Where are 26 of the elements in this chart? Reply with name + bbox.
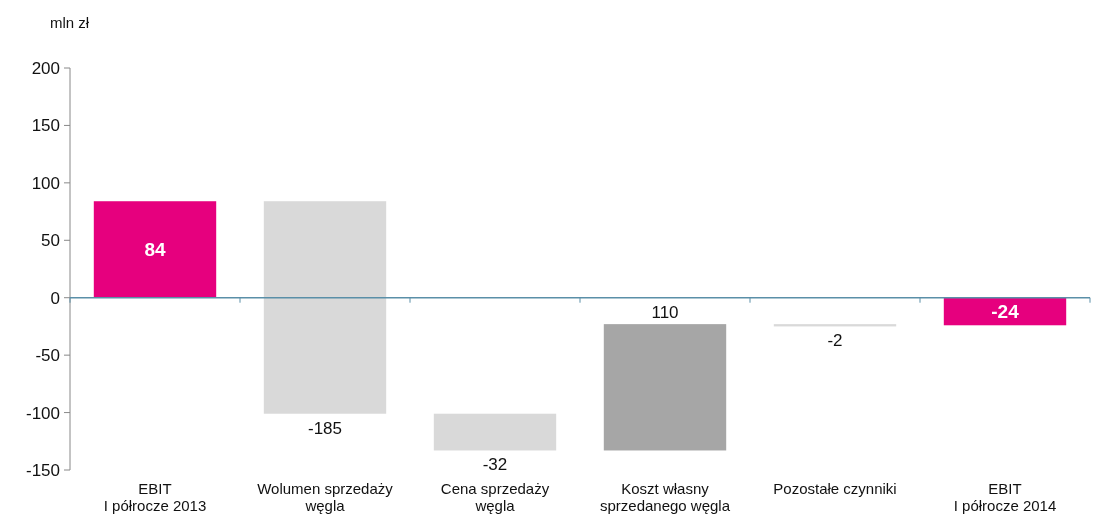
y-axis-title: mln zł (50, 14, 90, 31)
y-tick-label: 100 (31, 173, 60, 193)
y-tick-label: -100 (25, 403, 60, 423)
bar (263, 201, 387, 414)
y-tick-label: 200 (31, 59, 60, 78)
data-label: 110 (651, 303, 679, 323)
y-tick-label: 150 (31, 116, 60, 136)
bar (943, 297, 1067, 326)
data-label: -2 (827, 331, 843, 351)
y-tick-label: 50 (41, 231, 60, 251)
data-label: -185 (307, 418, 343, 438)
bar (603, 324, 727, 451)
y-tick-label: -150 (25, 461, 60, 480)
x-tick-label: Wolumen sprzedaży węgla (257, 480, 394, 514)
data-label: 84 (144, 239, 166, 261)
x-tick-label: EBIT I półrocze 2014 (953, 480, 1057, 514)
x-tick-label: Koszt własny sprzedanego węgla (599, 480, 731, 514)
bar (433, 413, 557, 451)
bar (93, 201, 217, 298)
y-tick-label: -50 (35, 346, 60, 366)
y-tick-label: 0 (50, 288, 60, 308)
x-tick-label: Cena sprzedaży węgla (440, 480, 550, 514)
x-tick-label: EBIT I półrocze 2013 (103, 480, 207, 514)
data-label: -32 (482, 455, 508, 475)
data-label: -24 (991, 301, 1020, 323)
x-tick-label: Pozostałe czynniki (773, 480, 897, 497)
